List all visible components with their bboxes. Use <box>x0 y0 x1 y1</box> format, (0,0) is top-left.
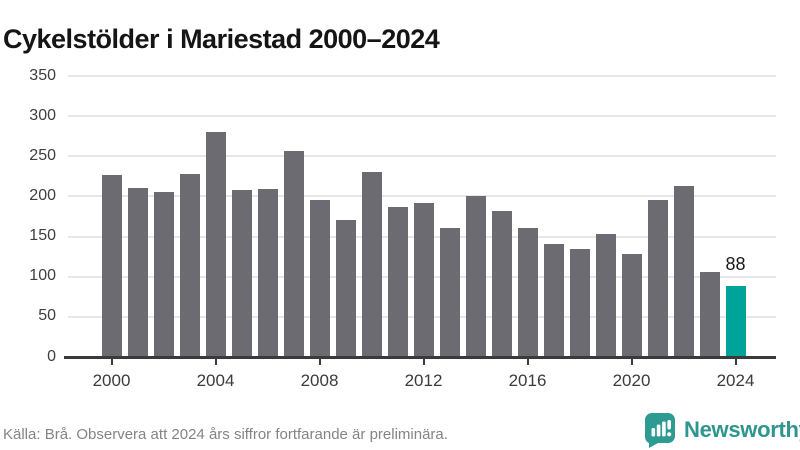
source-note: Källa: Brå. Observera att 2024 års siffr… <box>3 426 448 443</box>
chart-title: Cykelstölder i Mariestad 2000–2024 <box>3 24 440 55</box>
x-tick-label-2012: 2012 <box>404 371 443 390</box>
y-tick-label-250: 250 <box>29 146 56 164</box>
x-tick-2016 <box>526 359 529 365</box>
gridline-200 <box>68 195 776 198</box>
bar-2000 <box>101 174 122 357</box>
x-tick-label-2024: 2024 <box>716 371 755 390</box>
bar-2014 <box>465 195 486 357</box>
bar-2008 <box>309 199 330 357</box>
value-label-2024: 88 <box>725 254 746 274</box>
bar-2012 <box>413 202 434 357</box>
x-tick-label-2016: 2016 <box>508 371 547 390</box>
bar-2023 <box>699 271 720 357</box>
bar-2020 <box>621 254 642 357</box>
bar-2016 <box>517 227 538 357</box>
bar-2007 <box>283 150 304 357</box>
bar-2010 <box>361 172 382 357</box>
newsworthy-logo-text: Newsworthy <box>684 417 800 442</box>
y-tick-label-50: 50 <box>38 307 56 325</box>
x-tick-2012 <box>422 359 425 365</box>
bar-2013 <box>439 227 460 357</box>
bar-2017 <box>543 243 564 357</box>
x-tick-label-2008: 2008 <box>300 371 339 390</box>
bar-2005 <box>231 190 252 357</box>
x-tick-label-2020: 2020 <box>612 371 651 390</box>
x-tick-2004 <box>214 359 217 365</box>
y-tick-label-350: 350 <box>29 66 56 84</box>
bar-2021 <box>647 199 668 357</box>
y-tick-label-200: 200 <box>29 186 56 204</box>
x-tick-2000 <box>110 359 113 365</box>
gridline-250 <box>68 155 776 158</box>
x-tick-2008 <box>318 359 321 365</box>
y-tick-label-0: 0 <box>47 347 56 365</box>
newsworthy-logo-icon <box>644 412 676 448</box>
x-tick-2024 <box>734 359 737 365</box>
bar-2019 <box>595 234 616 357</box>
gridline-300 <box>68 115 776 118</box>
x-tick-2020 <box>630 359 633 365</box>
newsworthy-logo: Newsworthy <box>644 412 800 448</box>
x-axis-line <box>64 356 776 359</box>
bar-2011 <box>387 206 408 357</box>
x-tick-label-2004: 2004 <box>196 371 235 390</box>
y-tick-label-300: 300 <box>29 106 56 124</box>
bar-2001 <box>127 187 148 357</box>
bar-2006 <box>257 189 278 357</box>
bar-2015 <box>491 210 512 357</box>
bar-2003 <box>179 173 200 357</box>
bar-2004 <box>205 132 226 357</box>
bar-2018 <box>569 248 590 357</box>
bar-2002 <box>153 191 174 357</box>
y-tick-label-150: 150 <box>29 227 56 245</box>
x-tick-label-2000: 2000 <box>92 371 131 390</box>
gridline-350 <box>68 75 776 77</box>
y-tick-label-100: 100 <box>29 267 56 285</box>
bar-2024 <box>725 286 746 357</box>
bar-2009 <box>335 219 356 357</box>
bar-2022 <box>673 185 694 357</box>
